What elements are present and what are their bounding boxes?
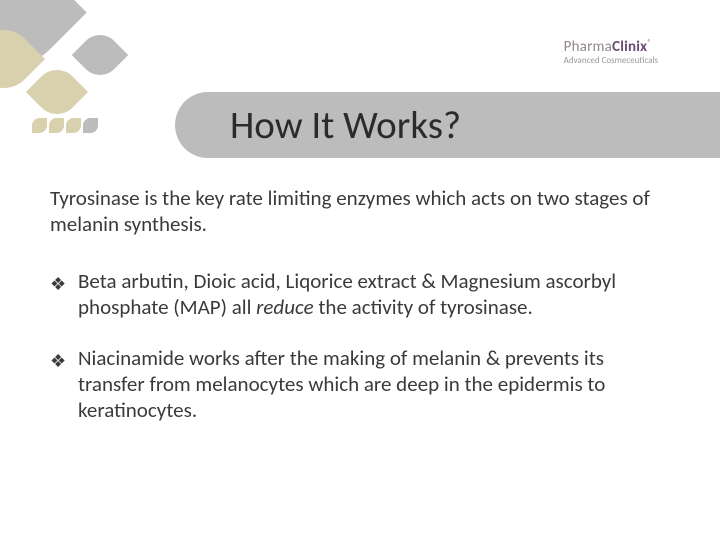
bullet-text-post: the activity of tyrosinase. — [314, 294, 533, 320]
title-bar: How It Works? — [175, 92, 720, 158]
brand-tagline: Advanced Cosmeceuticals — [564, 55, 658, 66]
page-title: How It Works? — [230, 102, 461, 149]
bullet-text-pre: Niacinamide works after the making of me… — [78, 345, 605, 424]
bullet-marker-icon: ❖ — [50, 273, 66, 296]
brand-name-part1: Pharma — [564, 38, 612, 56]
intro-paragraph: Tyrosinase is the key rate limiting enzy… — [50, 185, 670, 238]
bullet-marker-icon: ❖ — [50, 350, 66, 373]
decor-small-row — [32, 118, 100, 138]
brand-name-part2: Clinix — [612, 38, 647, 56]
bullet-text-italic: reduce — [256, 294, 313, 320]
slide: { "brand": { "name_part1": "Pharma", "na… — [0, 0, 720, 540]
bullet-list: ❖ Beta arbutin, Dioic acid, Liqorice ext… — [50, 268, 675, 447]
decor-petal-grey-small — [72, 27, 129, 84]
brand-logo: PharmaClinix® Advanced Cosmeceuticals — [564, 38, 658, 66]
decor-petal-beige-2 — [26, 61, 88, 123]
bullet-item: ❖ Niacinamide works after the making of … — [50, 345, 675, 424]
bullet-item: ❖ Beta arbutin, Dioic acid, Liqorice ext… — [50, 268, 675, 321]
brand-tm: ® — [647, 38, 651, 48]
brand-name: PharmaClinix® — [564, 38, 658, 56]
